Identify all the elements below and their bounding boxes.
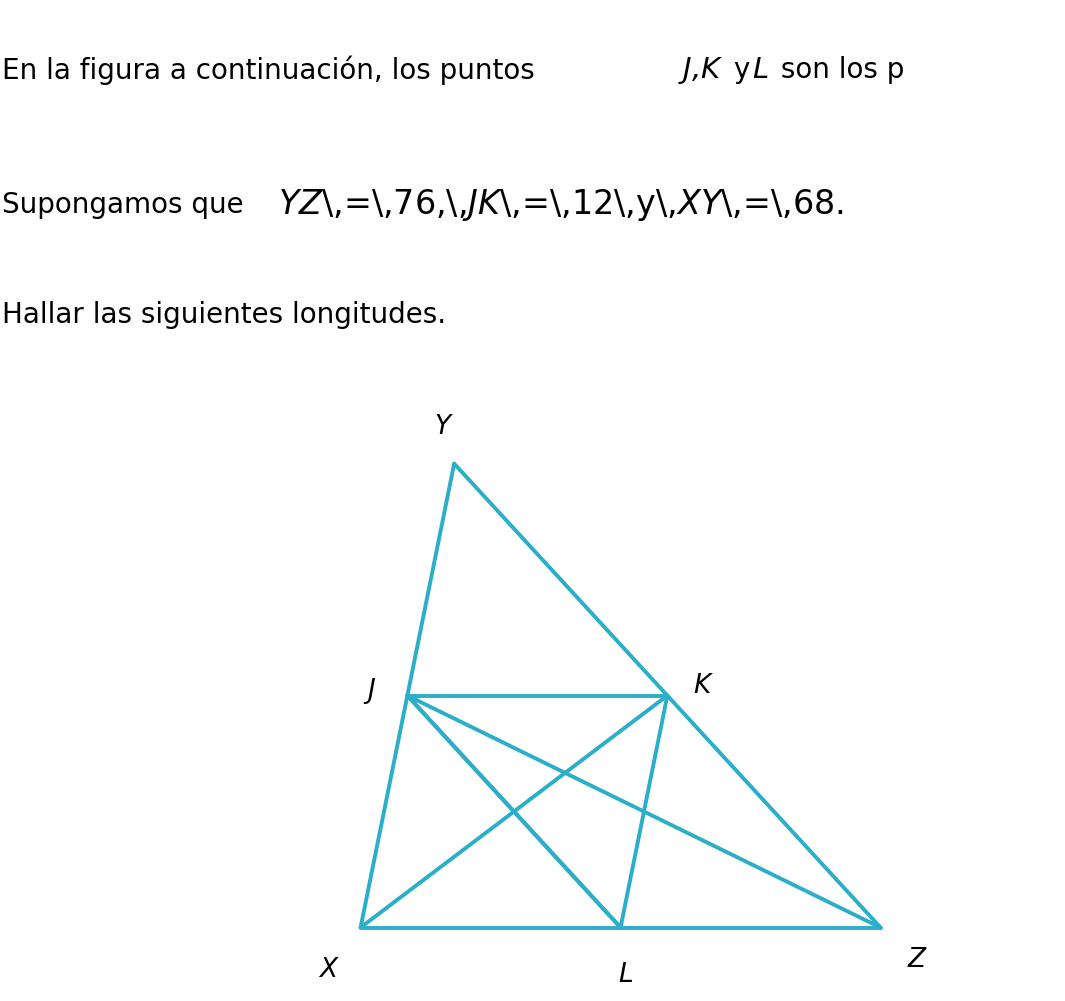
Text: $Y$: $Y$	[433, 414, 454, 439]
Text: $L$: $L$	[752, 56, 769, 84]
Text: $Z$: $Z$	[906, 947, 928, 972]
Text: $YZ$\,=\,76,\,$JK$\,=\,12\,y\,$XY$\,=\,68.: $YZ$\,=\,76,\,$JK$\,=\,12\,y\,$XY$\,=\,6…	[278, 187, 843, 223]
Text: Hallar las siguientes longitudes.: Hallar las siguientes longitudes.	[2, 301, 446, 329]
Text: Supongamos que: Supongamos que	[2, 191, 252, 219]
Text: y: y	[725, 56, 759, 84]
Text: En la figura a continuación, los puntos: En la figura a continuación, los puntos	[2, 55, 543, 85]
Text: $X$: $X$	[318, 957, 340, 982]
Text: $K$: $K$	[693, 674, 715, 699]
Text: $J$,$K$: $J$,$K$	[678, 55, 723, 85]
Text: son los p: son los p	[772, 56, 904, 84]
Text: $L$: $L$	[618, 962, 634, 987]
Text: $J$: $J$	[363, 676, 376, 706]
